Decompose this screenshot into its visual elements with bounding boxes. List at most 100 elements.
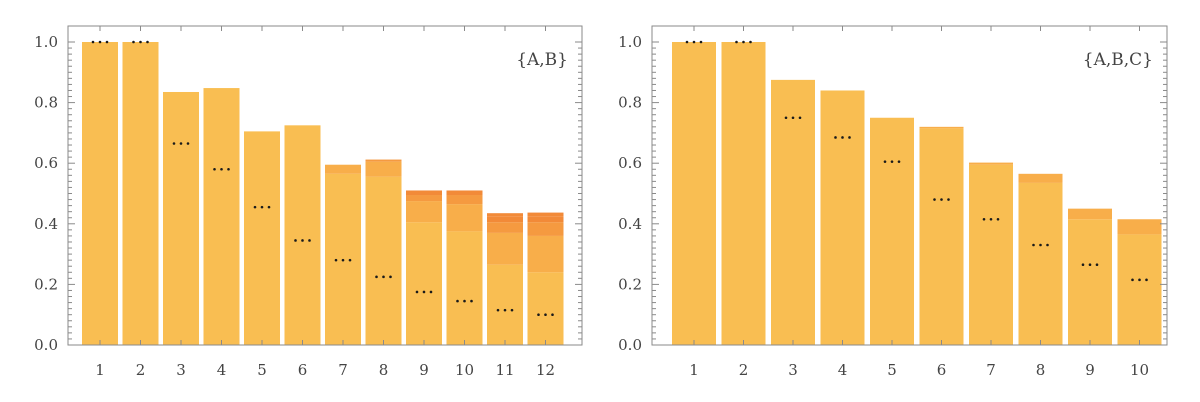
x-tick-label: 1 bbox=[689, 361, 699, 379]
x-tick-label: 11 bbox=[495, 361, 514, 379]
marker-dot bbox=[179, 142, 183, 145]
marker-dots bbox=[415, 290, 433, 294]
marker-dots bbox=[91, 40, 109, 44]
marker-dots bbox=[1032, 243, 1049, 247]
marker-dot bbox=[267, 205, 271, 209]
x-tick-label: 7 bbox=[986, 361, 996, 379]
x-tick-label: 6 bbox=[937, 361, 947, 379]
marker-dot bbox=[1145, 278, 1148, 282]
marker-dot bbox=[544, 313, 547, 317]
marker-dots bbox=[784, 116, 802, 120]
bar-segment bbox=[969, 164, 1013, 345]
bar-segment bbox=[122, 42, 159, 345]
bar-segment bbox=[527, 222, 564, 236]
marker-dots bbox=[982, 217, 1000, 221]
y-tick-label: 0.8 bbox=[34, 94, 58, 112]
marker-dot bbox=[301, 239, 304, 242]
marker-dots bbox=[685, 40, 703, 44]
x-tick-label: 2 bbox=[739, 361, 749, 379]
bar-segment bbox=[487, 222, 523, 233]
marker-dot bbox=[186, 142, 190, 145]
marker-dot bbox=[692, 40, 696, 44]
x-tick-label: 4 bbox=[217, 361, 227, 379]
marker-dot bbox=[848, 136, 851, 139]
bar-5 bbox=[244, 131, 280, 345]
bar-segment bbox=[406, 195, 442, 202]
bar-segment bbox=[406, 201, 442, 223]
panel-label: {A,B,C} bbox=[1083, 50, 1153, 70]
bar-segment bbox=[325, 164, 361, 174]
marker-dot bbox=[933, 198, 936, 201]
marker-dot bbox=[294, 239, 297, 242]
y-tick-label: 0.4 bbox=[618, 215, 642, 233]
marker-dot bbox=[139, 40, 142, 44]
marker-dots bbox=[375, 275, 392, 279]
marker-dot bbox=[146, 40, 149, 44]
bar-12 bbox=[527, 212, 564, 345]
bar-7 bbox=[969, 162, 1013, 345]
x-tick-label: 8 bbox=[379, 361, 389, 379]
x-tick-label: 10 bbox=[1130, 361, 1149, 379]
marker-dot bbox=[253, 205, 257, 209]
marker-dot bbox=[98, 40, 102, 44]
marker-dots bbox=[1131, 278, 1148, 282]
bar-segment bbox=[284, 125, 321, 345]
bar-segment bbox=[1018, 182, 1063, 345]
x-tick-label: 7 bbox=[338, 361, 348, 379]
x-tick-label: 1 bbox=[95, 361, 105, 379]
bar-8 bbox=[1018, 173, 1063, 345]
bar-2 bbox=[122, 40, 159, 345]
bar-segment bbox=[406, 222, 442, 345]
bar-7 bbox=[325, 164, 361, 345]
bar-segment bbox=[244, 131, 280, 345]
marker-dot bbox=[1039, 243, 1042, 247]
bar-segment bbox=[163, 91, 199, 346]
bar-segment bbox=[446, 231, 483, 345]
bar-segment bbox=[919, 128, 964, 345]
bar-4 bbox=[820, 90, 865, 345]
marker-dot bbox=[947, 198, 950, 201]
y-tick-label: 0.4 bbox=[34, 215, 58, 233]
bar-segment bbox=[919, 126, 964, 129]
marker-dot bbox=[1095, 263, 1099, 267]
y-tick-label: 0.8 bbox=[618, 94, 642, 112]
x-tick-label: 3 bbox=[788, 361, 798, 379]
marker-dot bbox=[791, 116, 795, 120]
bar-segment bbox=[771, 79, 815, 345]
marker-dot bbox=[1138, 278, 1141, 282]
marker-dot bbox=[834, 136, 837, 139]
x-tick-label: 2 bbox=[136, 361, 146, 379]
marker-dots bbox=[334, 258, 352, 262]
bar-9 bbox=[406, 190, 442, 345]
x-tick-label: 9 bbox=[1085, 361, 1095, 379]
marker-dot bbox=[1081, 263, 1085, 267]
panel-label: {A,B} bbox=[516, 50, 568, 70]
bar-segment bbox=[527, 235, 564, 273]
marker-dot bbox=[496, 308, 500, 312]
bar-segment bbox=[672, 42, 716, 345]
marker-dot bbox=[890, 160, 894, 163]
y-tick-label: 0.0 bbox=[618, 336, 642, 354]
marker-dot bbox=[685, 40, 689, 44]
marker-dot bbox=[260, 205, 264, 209]
y-tick-label: 0.6 bbox=[34, 154, 58, 172]
marker-dot bbox=[510, 308, 514, 312]
marker-dot bbox=[220, 167, 223, 171]
bar-10 bbox=[1117, 219, 1162, 345]
marker-dot bbox=[91, 40, 95, 44]
marker-dot bbox=[897, 160, 901, 163]
marker-dot bbox=[503, 308, 507, 312]
bar-segment bbox=[1117, 219, 1162, 235]
marker-dot bbox=[940, 198, 943, 201]
bar-segment bbox=[721, 42, 766, 345]
bar-2 bbox=[721, 40, 766, 345]
marker-dot bbox=[883, 160, 887, 163]
marker-dots bbox=[1081, 263, 1099, 267]
marker-dots bbox=[735, 40, 752, 44]
marker-dot bbox=[334, 258, 338, 262]
marker-dot bbox=[422, 290, 426, 294]
marker-dot bbox=[415, 290, 419, 294]
y-tick-label: 0.2 bbox=[34, 275, 58, 293]
marker-dot bbox=[989, 217, 993, 221]
x-tick-label: 12 bbox=[536, 361, 555, 379]
